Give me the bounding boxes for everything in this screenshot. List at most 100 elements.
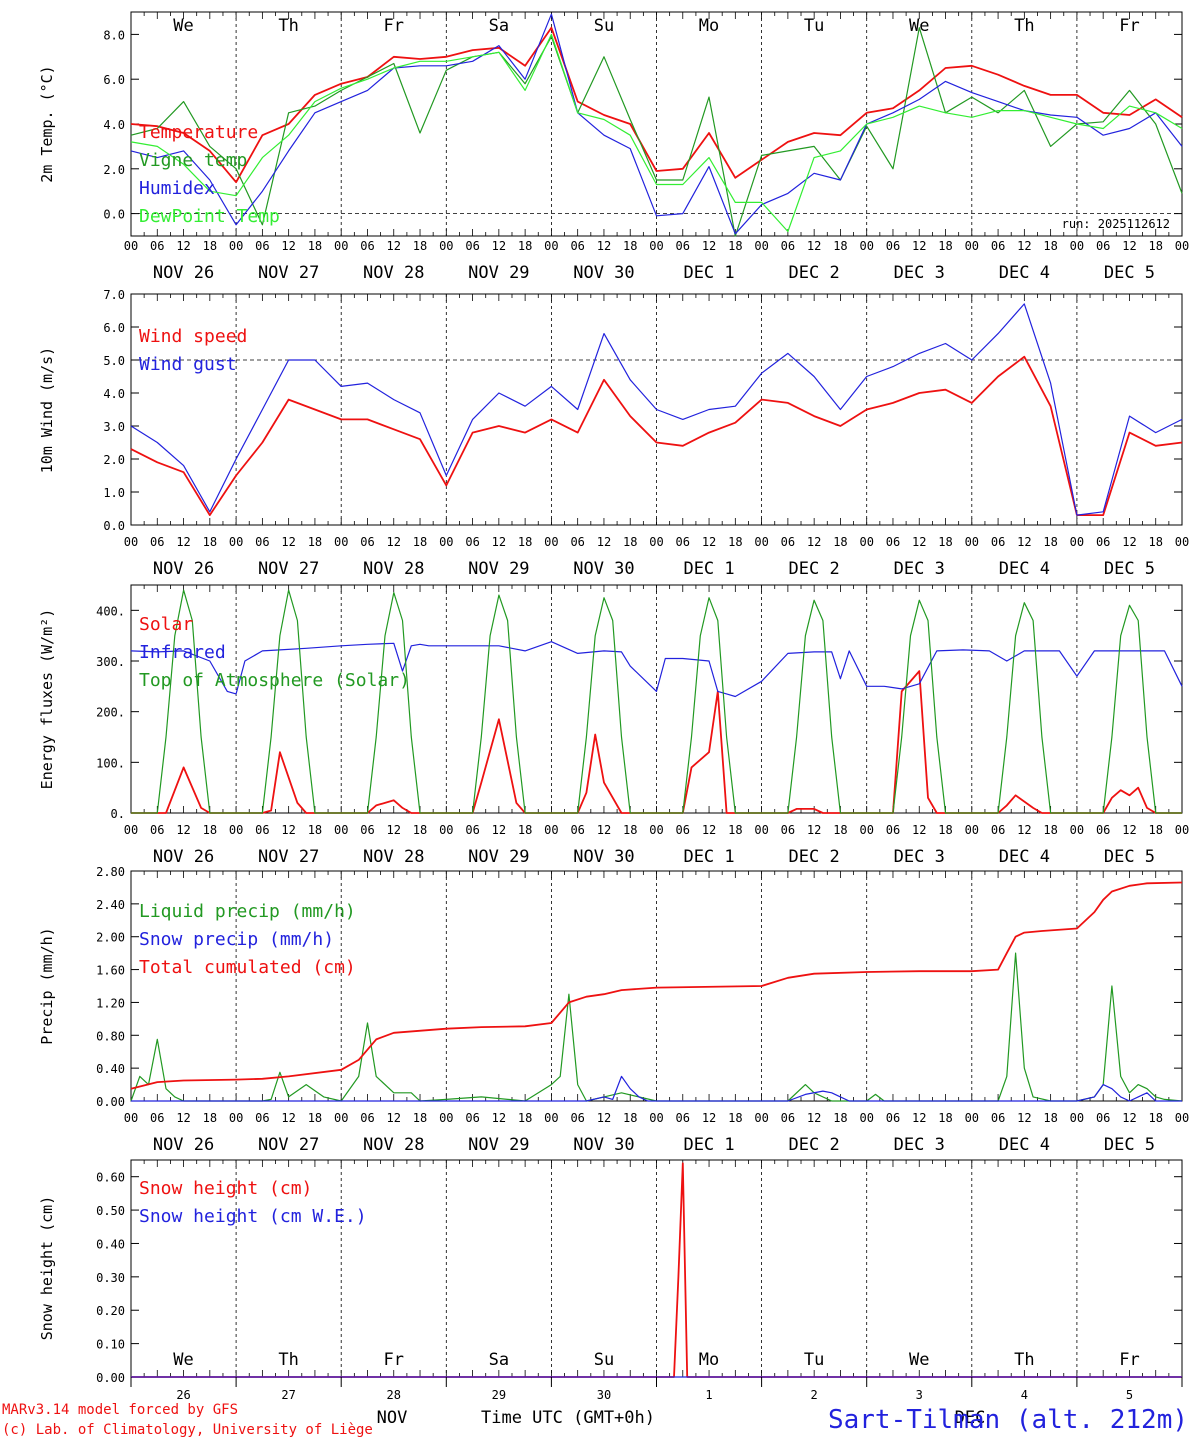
date-label: NOV 29 (468, 263, 529, 283)
date-label: DEC 5 (1104, 847, 1155, 867)
hour-tick-label: 00 (334, 535, 348, 549)
hour-tick-label: 00 (649, 239, 663, 253)
hour-tick-label: 12 (597, 239, 611, 253)
hour-tick-label: 18 (623, 535, 637, 549)
hour-tick-label: 00 (1175, 535, 1189, 549)
y-tick-label: 0.80 (96, 1029, 125, 1043)
hour-tick-label: 12 (807, 535, 821, 549)
day-number-label: 30 (597, 1388, 611, 1402)
weekday-label: Mo (699, 16, 719, 36)
hour-tick-label: 00 (1175, 239, 1189, 253)
weekday-label: Th (1014, 1350, 1034, 1370)
hour-tick-label: 18 (203, 535, 217, 549)
hour-tick-label: 00 (754, 535, 768, 549)
hour-tick-label: 00 (859, 535, 873, 549)
hour-tick-label: 00 (439, 1111, 453, 1125)
hour-tick-label: 00 (1175, 823, 1189, 837)
weekday-label: Su (594, 16, 614, 36)
y-tick-label: 1.0 (103, 486, 125, 500)
hour-tick-label: 12 (387, 239, 401, 253)
hour-tick-label: 18 (1043, 823, 1057, 837)
y-tick-label: 400. (96, 604, 125, 618)
y-axis-label: Precip (mm/h) (38, 927, 56, 1044)
hour-tick-label: 18 (413, 1111, 427, 1125)
legend-entry: Snow height (cm) (139, 1178, 312, 1199)
legend-entry: Liquid precip (mm/h) (139, 901, 356, 922)
date-label: NOV 29 (468, 1135, 529, 1155)
weekday-label: Su (594, 1350, 614, 1370)
hour-tick-label: 12 (807, 1111, 821, 1125)
date-label: NOV 27 (258, 1135, 319, 1155)
hour-tick-label: 18 (833, 823, 847, 837)
hour-tick-label: 00 (965, 239, 979, 253)
hour-tick-label: 06 (781, 823, 795, 837)
hour-tick-label: 12 (702, 239, 716, 253)
hour-tick-label: 00 (229, 239, 243, 253)
hour-tick-label: 12 (1017, 239, 1031, 253)
hour-tick-label: 06 (150, 535, 164, 549)
weekday-label: Tu (804, 1350, 824, 1370)
date-label: DEC 3 (894, 1135, 945, 1155)
hour-tick-label: 18 (1148, 1111, 1162, 1125)
y-tick-label: 1.60 (96, 964, 125, 978)
date-label: NOV 28 (363, 847, 424, 867)
date-label: DEC 2 (789, 559, 840, 579)
y-tick-label: 2.0 (103, 453, 125, 467)
y-axis-label: Energy fluxes (W/m²) (38, 609, 56, 790)
y-tick-label: 6.0 (103, 73, 125, 87)
hour-tick-label: 12 (912, 823, 926, 837)
hour-tick-label: 12 (281, 535, 295, 549)
legend-entry: Humidex (139, 178, 215, 199)
hour-tick-label: 18 (938, 535, 952, 549)
hour-tick-label: 06 (991, 535, 1005, 549)
hour-tick-label: 18 (833, 535, 847, 549)
hour-tick-label: 12 (1017, 823, 1031, 837)
hour-tick-label: 00 (1070, 535, 1084, 549)
hour-tick-label: 06 (1096, 1111, 1110, 1125)
hour-tick-label: 18 (518, 535, 532, 549)
hour-tick-label: 06 (991, 239, 1005, 253)
hour-tick-label: 00 (439, 823, 453, 837)
date-label: DEC 4 (999, 559, 1050, 579)
run-label: run: 2025112612 (1062, 217, 1170, 231)
day-number-label: 27 (281, 1388, 295, 1402)
hour-tick-label: 12 (492, 1111, 506, 1125)
hour-tick-label: 12 (492, 823, 506, 837)
hour-tick-label: 18 (1148, 823, 1162, 837)
y-tick-label: 2.0 (103, 163, 125, 177)
weekday-label: Fr (1119, 16, 1139, 36)
hour-tick-label: 18 (728, 239, 742, 253)
weekday-label: Th (278, 1350, 298, 1370)
hour-tick-label: 06 (255, 535, 269, 549)
hour-tick-label: 00 (1175, 1111, 1189, 1125)
hour-tick-label: 18 (518, 823, 532, 837)
hour-tick-label: 00 (439, 239, 453, 253)
series-line-total-cumulated-cm- (130, 881, 1183, 1090)
weekday-label: We (909, 16, 929, 36)
date-label: NOV 28 (363, 263, 424, 283)
hour-tick-label: 06 (781, 239, 795, 253)
date-label: DEC 3 (894, 559, 945, 579)
hour-tick-label: 12 (702, 535, 716, 549)
hour-tick-label: 12 (176, 239, 190, 253)
weekday-label: Fr (1119, 1350, 1139, 1370)
series-line-humidex (130, 13, 1183, 235)
hour-tick-label: 06 (781, 535, 795, 549)
date-label: DEC 4 (999, 847, 1050, 867)
legend-entry: Wind speed (139, 326, 247, 347)
y-tick-label: 0.0 (103, 208, 125, 222)
series-line-temperature (130, 26, 1183, 184)
hour-tick-label: 12 (281, 239, 295, 253)
hour-tick-label: 00 (334, 823, 348, 837)
lab-credit: (c) Lab. of Climatology, University of L… (2, 1422, 373, 1438)
date-label: DEC 2 (789, 1135, 840, 1155)
y-tick-label: 200. (96, 706, 125, 720)
weekday-label: Mo (699, 1350, 719, 1370)
date-label: DEC 2 (789, 263, 840, 283)
day-number-label: 26 (176, 1388, 190, 1402)
hour-tick-label: 06 (570, 823, 584, 837)
day-number-label: 5 (1126, 1388, 1133, 1402)
hour-tick-label: 00 (649, 535, 663, 549)
hour-tick-label: 12 (492, 239, 506, 253)
